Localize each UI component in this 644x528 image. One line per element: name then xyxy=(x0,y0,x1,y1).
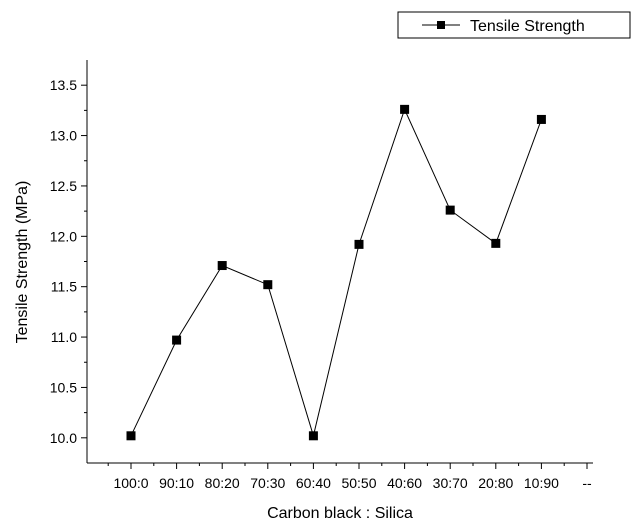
x-tick-label: 70:30 xyxy=(250,475,285,491)
y-tick-label: 12.0 xyxy=(50,228,77,244)
data-point xyxy=(172,335,182,345)
data-point xyxy=(354,239,364,249)
legend-marker-sample xyxy=(437,21,445,29)
x-tick-label: 30:70 xyxy=(433,475,468,491)
data-point xyxy=(263,280,273,290)
y-tick-label: 11.0 xyxy=(51,329,77,345)
y-tick-label: 13.5 xyxy=(50,77,77,93)
x-tick-label: 50:50 xyxy=(341,475,376,491)
x-ticks: 100:0 90:10 80:20 70:30 60:40 50:50 40:60 30:70… xyxy=(107,463,592,491)
y-tick-label: 11.5 xyxy=(51,279,77,295)
x-axis-title: Carbon black : Silica xyxy=(267,505,413,522)
y-tick-label: 13.0 xyxy=(50,128,77,144)
y-tick-label: 10.5 xyxy=(50,379,77,395)
series-line xyxy=(130,108,542,438)
data-point xyxy=(536,114,546,124)
data-point xyxy=(126,431,136,441)
data-point xyxy=(217,261,227,271)
x-tick-label: 40:60 xyxy=(387,475,422,491)
x-tick-label: 90:10 xyxy=(159,475,194,491)
x-tick-label: 60:40 xyxy=(296,475,331,491)
legend: Tensile Strength xyxy=(397,11,631,39)
y-axis-title: Tensile Strength (MPa) xyxy=(14,181,31,344)
data-point xyxy=(445,205,455,215)
data-point xyxy=(400,104,410,114)
x-tick-label: 100:0 xyxy=(113,475,148,491)
y-tick-label: 12.5 xyxy=(50,178,77,194)
data-point xyxy=(308,431,318,441)
data-point xyxy=(491,238,501,248)
legend-entry-label: Tensile Strength xyxy=(470,18,585,35)
axes xyxy=(86,60,593,464)
x-tick-label: -- xyxy=(582,475,592,491)
y-tick-label: 10.0 xyxy=(50,430,77,446)
x-tick-label: 10:90 xyxy=(524,475,559,491)
series-tensile-strength xyxy=(126,104,546,441)
y-ticks: 10.0 10.5 11.0 11.5 12.0 12.5 13.0 13.5 xyxy=(50,77,87,446)
x-tick-label: 20:80 xyxy=(478,475,513,491)
x-tick-label: 80:20 xyxy=(205,475,240,491)
